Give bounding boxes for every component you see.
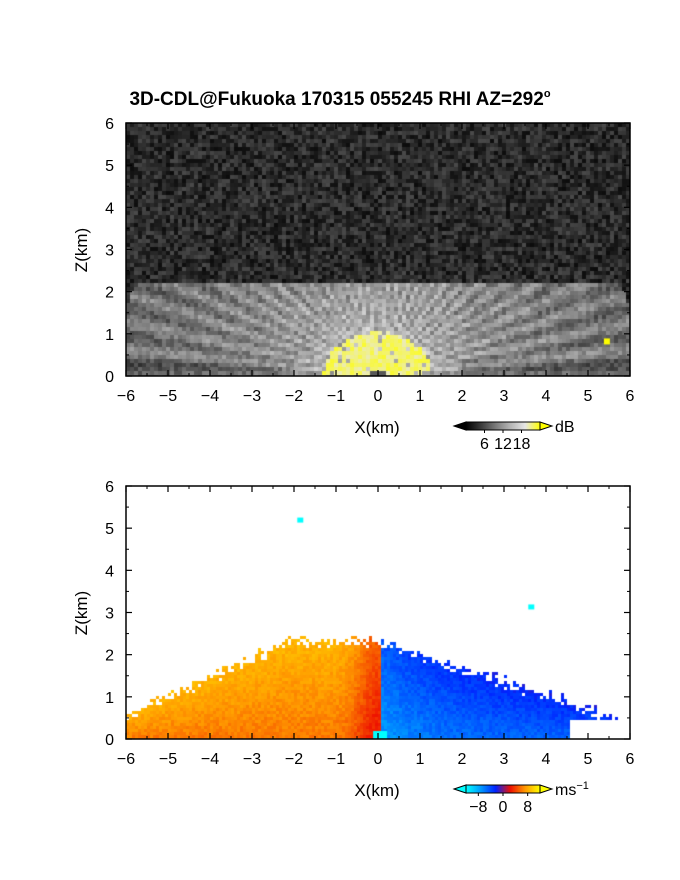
x-tick-label: 3 <box>500 751 509 768</box>
velocity-xlabel: X(km) <box>354 781 399 800</box>
x-tick-label: 1 <box>416 751 425 768</box>
y-tick-label: 5 <box>105 158 114 175</box>
colorbar-unit-sup: −1 <box>576 780 589 792</box>
y-tick-label: 0 <box>105 369 114 386</box>
colorbar-unit: dB <box>555 419 575 436</box>
colorbar-high-arrow <box>539 784 554 794</box>
reflectivity-axes: −6 −5 −4 −3 −2 −1 0 1 2 3 4 5 6 0 1 2 3 4 5 6 <box>105 116 634 405</box>
x-tick-label: −6 <box>117 388 135 405</box>
x-tick-label: −2 <box>285 751 303 768</box>
y-tick-label: 1 <box>105 690 114 707</box>
velocity-colorbar: −8 0 8 ms−1 <box>452 780 589 816</box>
x-tick-label: −3 <box>243 751 261 768</box>
colorbar-tick-label: −8 <box>469 799 487 816</box>
y-tick-label: 3 <box>105 243 114 260</box>
colorbar-low-arrow <box>452 784 467 794</box>
x-tick-label: 6 <box>626 388 635 405</box>
colorbar-tick-label: 8 <box>523 799 532 816</box>
y-tick-label: 3 <box>105 606 114 623</box>
colorbar-tick-label: 18 <box>513 436 531 453</box>
x-tick-label: −5 <box>159 388 177 405</box>
figure-title: 3D-CDL@Fukuoka 170315 055245 RHI AZ=292o <box>129 88 550 110</box>
colorbar-tick-label: 6 <box>480 436 489 453</box>
x-tick-label: 4 <box>542 388 551 405</box>
colorbar-tick-label: 12 <box>494 436 512 453</box>
x-tick-label: −3 <box>243 388 261 405</box>
reflectivity-ylabel: Z(km) <box>72 228 91 272</box>
y-tick-label: 4 <box>105 563 114 580</box>
y-tick-label: 2 <box>105 285 114 302</box>
x-tick-label: −1 <box>327 751 345 768</box>
y-tick-label: 4 <box>105 200 114 217</box>
x-tick-label: −1 <box>327 388 345 405</box>
y-tick-label: 6 <box>105 116 114 133</box>
colorbar-bar <box>465 421 541 431</box>
colorbar-tick-label: 0 <box>499 799 508 816</box>
x-tick-label: −2 <box>285 388 303 405</box>
x-tick-label: 5 <box>584 388 593 405</box>
velocity-heatmap <box>126 486 630 739</box>
y-tick-label: 2 <box>105 648 114 665</box>
colorbar-bar <box>465 784 541 794</box>
x-tick-label: 3 <box>500 388 509 405</box>
y-tick-label: 6 <box>105 479 114 496</box>
x-tick-label: 4 <box>542 751 551 768</box>
y-tick-label: 5 <box>105 521 114 538</box>
reflectivity-xlabel: X(km) <box>354 418 399 437</box>
x-tick-label: 2 <box>458 388 467 405</box>
x-tick-label: 2 <box>458 751 467 768</box>
colorbar-high-arrow <box>539 421 554 431</box>
colorbar-low-arrow <box>452 421 467 431</box>
reflectivity-heatmap <box>126 123 630 376</box>
x-tick-label: −5 <box>159 751 177 768</box>
x-tick-label: 5 <box>584 751 593 768</box>
velocity-ylabel: Z(km) <box>72 591 91 635</box>
x-tick-label: 1 <box>416 388 425 405</box>
y-tick-label: 1 <box>105 327 114 344</box>
velocity-axes: −6 −5 −4 −3 −2 −1 0 1 2 3 4 5 6 0 1 2 3 4 5 6 <box>105 479 634 768</box>
y-tick-label: 0 <box>105 732 114 749</box>
x-tick-label: −6 <box>117 751 135 768</box>
x-tick-label: 0 <box>374 388 383 405</box>
x-tick-label: −4 <box>201 388 219 405</box>
velocity-panel: −6 −5 −4 −3 −2 −1 0 1 2 3 4 5 6 0 1 2 3 4 5 6 X(km) Z(km) −… <box>72 479 635 816</box>
x-tick-label: 6 <box>626 751 635 768</box>
x-tick-label: 0 <box>374 751 383 768</box>
x-tick-label: −4 <box>201 751 219 768</box>
colorbar-unit: ms−1 <box>555 780 589 799</box>
reflectivity-colorbar: 6 12 18 dB <box>452 419 575 453</box>
